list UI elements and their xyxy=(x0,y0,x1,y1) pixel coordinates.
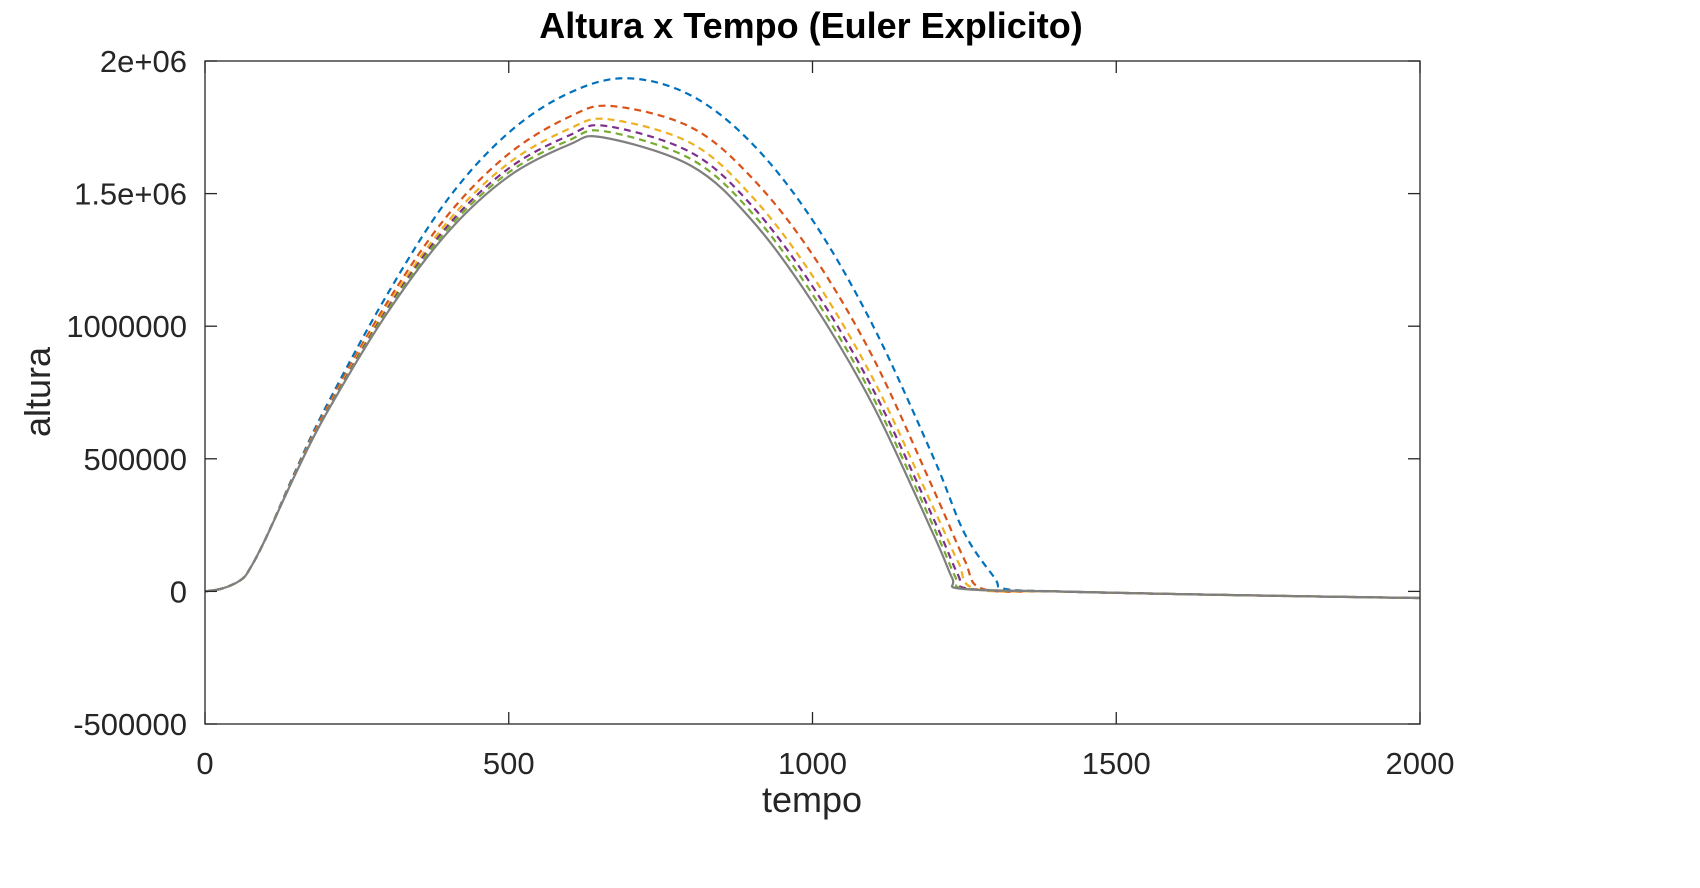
x-tick-label: 2000 xyxy=(1386,746,1455,781)
x-tick-label: 500 xyxy=(483,746,535,781)
x-axis-label: tempo xyxy=(762,779,862,820)
y-axis-label: altura xyxy=(17,346,58,437)
y-tick-label: -500000 xyxy=(73,707,187,742)
y-tick-label: 0 xyxy=(170,574,187,609)
series-line-5 xyxy=(204,129,1421,600)
chart-title: Altura x Tempo (Euler Explicito) xyxy=(539,5,1082,46)
y-tick-label: 2e+06 xyxy=(100,44,187,79)
x-tick-label: 1500 xyxy=(1082,746,1151,781)
series-line-4 xyxy=(204,124,1421,600)
y-tick-label: 1000000 xyxy=(66,309,187,344)
series-line-1 xyxy=(204,77,1421,600)
series-line-3 xyxy=(204,117,1421,600)
x-tick-label: 0 xyxy=(196,746,213,781)
y-tick-label: 1.5e+06 xyxy=(74,177,187,212)
plot-area-frame xyxy=(204,60,1421,725)
series-layer xyxy=(204,77,1421,600)
series-line-6 xyxy=(204,134,1421,600)
y-axis: -500000 0 500000 1000000 1.5e+06 2e+06 xyxy=(66,44,1420,742)
x-tick-label: 1000 xyxy=(778,746,847,781)
x-axis: 0 500 1000 1500 2000 xyxy=(196,61,1454,781)
series-line-2 xyxy=(204,104,1421,600)
y-tick-label: 500000 xyxy=(84,442,187,477)
